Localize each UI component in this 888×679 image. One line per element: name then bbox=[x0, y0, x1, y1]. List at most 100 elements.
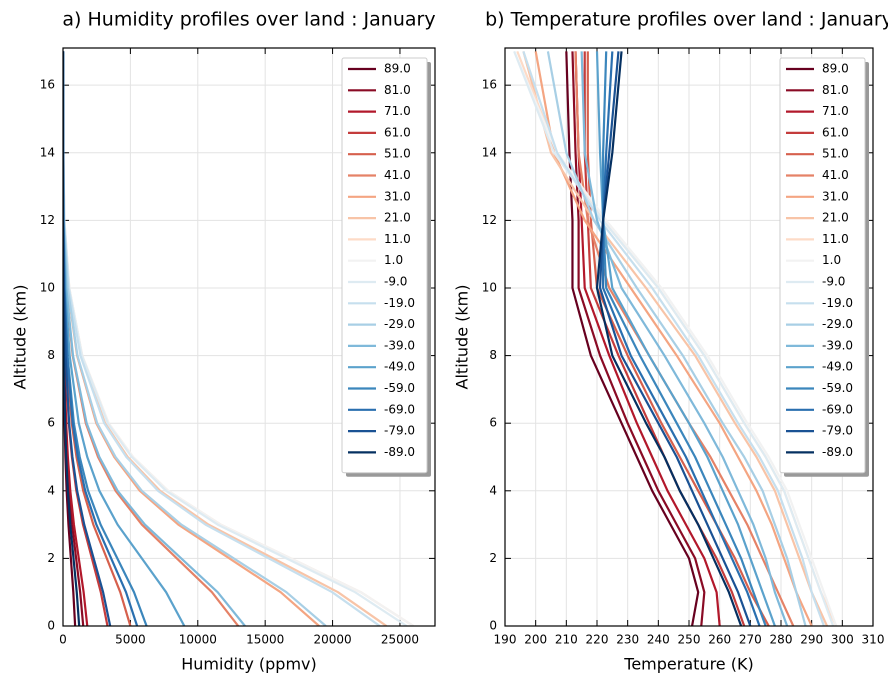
legend-label: -59.0 bbox=[384, 381, 415, 395]
legend-label: 31.0 bbox=[384, 189, 411, 203]
legend-label: -19.0 bbox=[384, 296, 415, 310]
legend-label: -39.0 bbox=[384, 338, 415, 352]
y-tick-label: 0 bbox=[489, 619, 497, 633]
legend-box bbox=[779, 57, 866, 474]
legend-label: 89.0 bbox=[822, 62, 849, 76]
x-tick-label: 20000 bbox=[313, 633, 351, 647]
x-tick-label: 0 bbox=[59, 633, 67, 647]
x-tick-label: 290 bbox=[800, 633, 823, 647]
legend-label: -9.0 bbox=[384, 275, 407, 289]
x-tick-label: 210 bbox=[555, 633, 578, 647]
panel: 190 200 210 220 230 240 250 260 270 280 290 300 3100… bbox=[453, 9, 888, 674]
legend-label: -69.0 bbox=[822, 402, 853, 416]
y-axis-label: Altitude (km) bbox=[11, 285, 30, 390]
legend-label: 11.0 bbox=[822, 232, 849, 246]
legend-label: 1.0 bbox=[822, 253, 841, 267]
legend-label: -19.0 bbox=[822, 296, 853, 310]
y-tick-label: 6 bbox=[47, 416, 55, 430]
x-tick-label: 200 bbox=[524, 633, 547, 647]
legend-label: 31.0 bbox=[822, 189, 849, 203]
x-tick-label: 15000 bbox=[246, 633, 284, 647]
plot-frame bbox=[504, 47, 874, 627]
x-tick-label: 220 bbox=[586, 633, 609, 647]
y-axis-label: Altitude (km) bbox=[453, 285, 472, 390]
lines bbox=[513, 50, 838, 626]
y-tick-label: 8 bbox=[489, 348, 497, 362]
legend-label: 71.0 bbox=[822, 104, 849, 118]
legend-label: -79.0 bbox=[822, 424, 853, 438]
legend-label: 21.0 bbox=[822, 211, 849, 225]
legend-label: 41.0 bbox=[822, 168, 849, 182]
y-tick-label: 2 bbox=[47, 551, 55, 565]
x-tick-label: 280 bbox=[770, 633, 793, 647]
legend-label: -29.0 bbox=[822, 317, 853, 331]
profile-line bbox=[574, 51, 721, 626]
legend-label: 1.0 bbox=[384, 253, 403, 267]
x-tick-label: 5000 bbox=[115, 633, 146, 647]
profile-line bbox=[522, 51, 825, 626]
profile-line bbox=[63, 51, 320, 626]
y-tick-label: 8 bbox=[47, 348, 55, 362]
y-tick-label: 2 bbox=[489, 551, 497, 565]
y-tick-label: 0 bbox=[47, 619, 55, 633]
y-tick-label: 14 bbox=[40, 145, 55, 159]
legend-label: -49.0 bbox=[822, 360, 853, 374]
x-tick-label: 310 bbox=[862, 633, 885, 647]
legend-label: -49.0 bbox=[384, 360, 415, 374]
profile-line bbox=[63, 51, 246, 626]
x-tick-label: 25000 bbox=[381, 633, 419, 647]
chart-title: b) Temperature profiles over land : Janu… bbox=[485, 9, 888, 31]
profile-line bbox=[513, 50, 838, 626]
profile-line bbox=[602, 51, 761, 626]
x-tick-label: 270 bbox=[739, 633, 762, 647]
legend-label: 89.0 bbox=[384, 62, 411, 76]
y-tick-label: 4 bbox=[489, 483, 497, 497]
legend-label: -69.0 bbox=[384, 402, 415, 416]
legend-label: -39.0 bbox=[822, 338, 853, 352]
y-tick-label: 12 bbox=[482, 213, 497, 227]
x-tick-label: 10000 bbox=[179, 633, 217, 647]
profile-line bbox=[63, 51, 388, 626]
profile-line bbox=[534, 51, 813, 626]
chart-title: a) Humidity profiles over land : January bbox=[62, 9, 435, 31]
legend-label: 71.0 bbox=[384, 104, 411, 118]
profile-line bbox=[546, 51, 807, 626]
profile-line bbox=[565, 51, 700, 626]
x-axis-label: Humidity (ppmv) bbox=[181, 655, 316, 674]
y-tick-label: 14 bbox=[482, 145, 497, 159]
legend-label: 51.0 bbox=[822, 147, 849, 161]
y-tick-label: 10 bbox=[40, 280, 55, 294]
x-tick-label: 300 bbox=[831, 633, 854, 647]
plot-frame bbox=[62, 47, 436, 627]
legend-label: 11.0 bbox=[384, 232, 411, 246]
legend-label: -59.0 bbox=[822, 381, 853, 395]
x-tick-label: 230 bbox=[616, 633, 639, 647]
legend-label: -29.0 bbox=[384, 317, 415, 331]
legend-label: -89.0 bbox=[384, 445, 415, 459]
legend-label: 81.0 bbox=[822, 83, 849, 97]
y-tick-label: 6 bbox=[489, 416, 497, 430]
legend-label: 21.0 bbox=[384, 211, 411, 225]
legend-label: 61.0 bbox=[822, 125, 849, 139]
x-tick-label: 250 bbox=[678, 633, 701, 647]
legend-label: -79.0 bbox=[384, 424, 415, 438]
x-tick-label: 240 bbox=[647, 633, 670, 647]
legend-label: 41.0 bbox=[384, 168, 411, 182]
y-tick-label: 16 bbox=[482, 78, 497, 92]
y-tick-label: 4 bbox=[47, 483, 55, 497]
y-tick-label: 10 bbox=[482, 280, 497, 294]
profile-line bbox=[522, 51, 829, 626]
panel: 0 5000 10000 15000 20000 25000 0 2 4 6 8 10 12 14 16 a)… bbox=[11, 9, 436, 674]
legend-label: 81.0 bbox=[384, 83, 411, 97]
x-tick-label: 260 bbox=[708, 633, 731, 647]
legend-label: 61.0 bbox=[384, 125, 411, 139]
legend-label: 51.0 bbox=[384, 147, 411, 161]
profile-line bbox=[598, 51, 752, 626]
y-tick-label: 12 bbox=[40, 213, 55, 227]
profile-line bbox=[571, 51, 706, 626]
legend-box bbox=[341, 57, 428, 474]
x-tick-label: 190 bbox=[494, 633, 517, 647]
profile-line bbox=[580, 51, 789, 626]
profile-line bbox=[63, 51, 186, 626]
